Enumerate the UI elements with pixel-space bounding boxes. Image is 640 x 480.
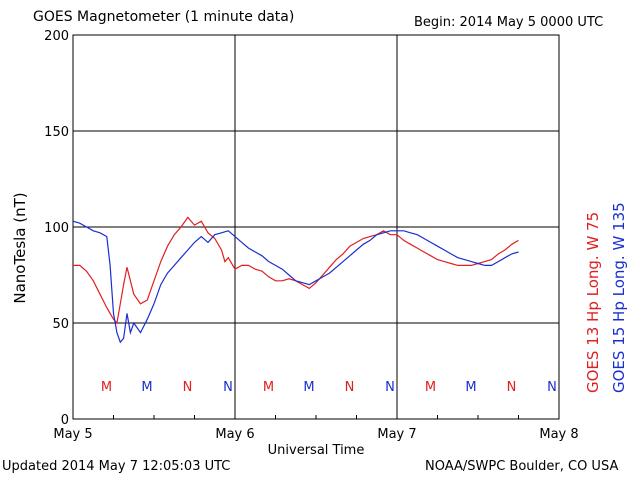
marker-n: N: [345, 380, 355, 395]
marker-n: N: [183, 380, 193, 395]
begin-label: Begin: 2014 May 5 0000 UTC: [414, 15, 604, 30]
chart-title: GOES Magnetometer (1 minute data): [33, 9, 295, 25]
marker-m: M: [465, 380, 476, 395]
x-tick-label: May 8: [539, 427, 578, 442]
marker-m: M: [303, 380, 314, 395]
tick-layer: 0 50 100 150 200 May 5 May 6 May 7 May 8: [44, 29, 578, 442]
legend-goes15: GOES 15 Hp Long. W 135: [610, 202, 628, 393]
marker-n: N: [507, 380, 517, 395]
noaa-credit: NOAA/SWPC Boulder, CO USA: [425, 459, 619, 474]
marker-n: N: [547, 380, 557, 395]
x-tick-label: May 7: [377, 427, 416, 442]
marker-n: N: [223, 380, 233, 395]
marker-m: M: [263, 380, 274, 395]
series-line-goes13: [73, 216, 519, 325]
x-tick-label: May 6: [215, 427, 254, 442]
x-axis-label: Universal Time: [268, 443, 365, 458]
series-line-goes15: [72, 220, 519, 344]
y-tick-label: 200: [44, 29, 69, 44]
y-tick-label: 100: [44, 221, 69, 236]
x-tick-label: May 5: [53, 427, 92, 442]
marker-m: M: [101, 380, 112, 395]
marker-m: M: [141, 380, 152, 395]
series-layer: [72, 216, 519, 344]
marker-n: N: [385, 380, 395, 395]
y-axis-label: NanoTesla (nT): [11, 192, 29, 303]
marker-m: M: [425, 380, 436, 395]
y-tick-label: 0: [61, 413, 69, 428]
legend-goes13: GOES 13 Hp Long. W 75: [584, 212, 602, 393]
updated-timestamp: Updated 2014 May 7 12:05:03 UTC: [2, 459, 231, 474]
y-tick-label: 50: [52, 317, 69, 332]
y-tick-label: 150: [44, 125, 69, 140]
